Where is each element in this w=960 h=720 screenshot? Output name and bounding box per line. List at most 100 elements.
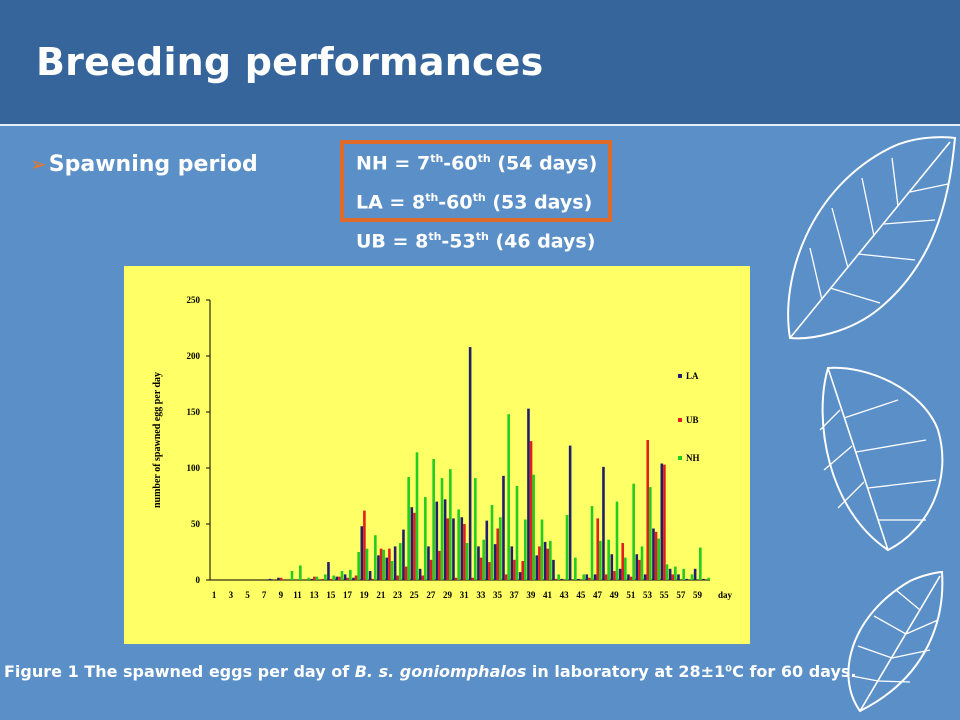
bar-ub bbox=[596, 518, 600, 580]
bar-nh bbox=[632, 483, 635, 580]
x-tick-label: 53 bbox=[643, 590, 653, 600]
bar-ub bbox=[513, 559, 516, 580]
bar-nh bbox=[557, 574, 560, 580]
bar-ub bbox=[338, 576, 341, 580]
bar-ub bbox=[671, 574, 675, 580]
bar-la bbox=[468, 347, 472, 580]
bar-nh bbox=[507, 414, 510, 580]
caption-species: B. s. goniomphalos bbox=[354, 662, 527, 681]
bar-nh bbox=[624, 557, 627, 580]
period-end-suffix: th bbox=[477, 152, 491, 165]
legend-swatch bbox=[678, 456, 682, 460]
bar-la bbox=[518, 572, 522, 580]
bar-la bbox=[268, 578, 272, 580]
arrow-bullet-icon: ➢ bbox=[30, 152, 47, 176]
bar-la bbox=[327, 562, 330, 580]
bar-la bbox=[685, 578, 689, 580]
x-tick-label: 13 bbox=[310, 590, 320, 600]
caption-suffix: in laboratory at 28±1⁰C for 60 days. bbox=[526, 662, 857, 681]
x-tick-label: 41 bbox=[543, 590, 553, 600]
bar-nh bbox=[382, 549, 385, 580]
bar-ub bbox=[471, 577, 475, 580]
x-tick-label: 43 bbox=[560, 590, 570, 600]
period-label: LA bbox=[356, 191, 383, 214]
bar-la bbox=[602, 466, 605, 580]
bar-ub bbox=[379, 548, 383, 580]
x-tick-label: 1 bbox=[212, 590, 217, 600]
bar-nh bbox=[590, 506, 594, 580]
bar-nh bbox=[465, 543, 469, 580]
x-tick-label: 25 bbox=[410, 590, 420, 600]
bar-nh bbox=[474, 478, 477, 580]
bar-la bbox=[627, 574, 630, 580]
bar-la bbox=[493, 544, 497, 580]
period-nh: NH = 7th-60th (54 days) bbox=[356, 152, 598, 175]
bar-nh bbox=[674, 566, 677, 580]
bar-la bbox=[618, 568, 622, 580]
bar-nh bbox=[407, 476, 410, 580]
bar-la bbox=[502, 475, 505, 580]
period-end: -53 bbox=[441, 230, 476, 253]
period-label: UB bbox=[356, 230, 386, 253]
bar-nh bbox=[707, 577, 710, 580]
bar-la bbox=[677, 574, 680, 580]
caption-prefix: Figure 1 The spawned eggs per day of bbox=[4, 662, 355, 681]
bar-ub bbox=[646, 440, 650, 580]
x-tick-label: 35 bbox=[493, 590, 503, 600]
bar-la bbox=[443, 499, 447, 580]
x-tick-label: 47 bbox=[593, 590, 603, 600]
bar-ub bbox=[604, 574, 608, 580]
x-tick-label: 51 bbox=[626, 590, 636, 600]
period-end-suffix: th bbox=[472, 191, 486, 204]
bar-la bbox=[543, 541, 547, 580]
bar-la bbox=[343, 574, 347, 580]
bar-la bbox=[377, 555, 380, 580]
y-tick-label: 100 bbox=[187, 463, 201, 473]
x-tick-label: 39 bbox=[526, 590, 536, 600]
bar-ub bbox=[654, 531, 658, 580]
x-tick-label: 11 bbox=[293, 590, 302, 600]
bar-nh bbox=[349, 569, 352, 580]
bar-ub bbox=[279, 577, 283, 580]
bar-nh bbox=[524, 519, 527, 580]
bar-la bbox=[560, 578, 564, 580]
x-tick-label: 5 bbox=[245, 590, 250, 600]
bar-nh bbox=[549, 540, 552, 580]
bar-ub bbox=[663, 464, 666, 580]
x-tick-label: 49 bbox=[610, 590, 620, 600]
bullet-text: Spawning period bbox=[48, 152, 258, 177]
bar-ub bbox=[346, 577, 350, 580]
bar-nh bbox=[482, 539, 485, 580]
bar-ub bbox=[329, 578, 333, 580]
bar-ub bbox=[613, 571, 616, 580]
bar-ub bbox=[413, 512, 416, 580]
bar-nh bbox=[307, 577, 310, 580]
highlight-box bbox=[340, 140, 612, 222]
bar-nh bbox=[690, 574, 694, 580]
bar-nh bbox=[332, 575, 335, 580]
x-tick-label: 21 bbox=[376, 590, 386, 600]
bar-la bbox=[693, 568, 697, 580]
bar-nh bbox=[540, 519, 544, 580]
bar-ub bbox=[546, 548, 550, 580]
bar-chart: 0 50 100 150 200 250 number of spawned egg per… bbox=[152, 295, 733, 600]
bar-nh bbox=[340, 571, 344, 580]
bar-la bbox=[460, 517, 464, 580]
bar-nh bbox=[390, 560, 394, 580]
bar-la bbox=[568, 445, 572, 580]
bar-la bbox=[352, 577, 355, 580]
title-bar: Breeding performances bbox=[0, 0, 960, 126]
bar-la bbox=[485, 520, 489, 580]
bar-la bbox=[652, 528, 655, 580]
bar-ub bbox=[496, 528, 500, 580]
x-tick-label: 33 bbox=[476, 590, 486, 600]
bar-nh bbox=[699, 547, 702, 580]
bar-la bbox=[277, 577, 280, 580]
x-tick-label: 23 bbox=[393, 590, 403, 600]
x-tick-label: 7 bbox=[262, 590, 267, 600]
x-tick-label: 57 bbox=[676, 590, 686, 600]
bar-la bbox=[427, 546, 430, 580]
figure-caption: Figure 1 The spawned eggs per day of B. … bbox=[4, 662, 857, 681]
bar-la bbox=[510, 546, 514, 580]
bar-la bbox=[635, 554, 639, 580]
